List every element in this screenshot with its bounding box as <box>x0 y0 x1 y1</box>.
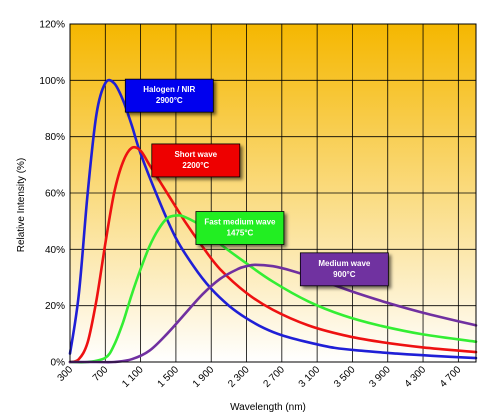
x-axis-ticks: 300 700 1 100 1 500 1 900 2 300 2 700 3 100 3 50… <box>56 364 464 390</box>
x-tick-label: 1 500 <box>156 364 182 390</box>
annotation-medium-wave: Medium wave 900°C <box>299 252 389 287</box>
series-line-short-wave <box>68 145 478 364</box>
x-axis-title: Wavelength (nm) <box>230 402 306 413</box>
x-tick-label: 1 900 <box>191 364 217 390</box>
x-tick-label: 2 300 <box>226 364 252 390</box>
y-tick-label: 20% <box>45 301 65 312</box>
annotation-label: 2900°C <box>156 96 183 105</box>
annotation-label: Fast medium wave <box>204 218 276 227</box>
annotation-box <box>124 78 214 113</box>
x-tick-label: 3 100 <box>297 364 323 390</box>
x-tick-label: 2 700 <box>261 364 287 390</box>
annotation-halogen-nir: Halogen / NIR 2900°C <box>124 78 214 113</box>
x-tick-label: 4 700 <box>438 364 464 390</box>
x-tick-label: 3 500 <box>332 364 358 390</box>
x-tick-label: 3 900 <box>367 364 393 390</box>
y-tick-label: 40% <box>45 245 65 256</box>
annotation-label: Medium wave <box>318 259 371 268</box>
annotation-label: Halogen / NIR <box>143 85 195 94</box>
annotation-label: Short wave <box>174 150 217 159</box>
plot-frame <box>69 23 477 363</box>
series-line-fast-medium-wave <box>68 214 478 364</box>
y-axis-title: Relative Intensity (%) <box>16 158 27 252</box>
y-tick-label: 100% <box>39 76 65 87</box>
annotations: Halogen / NIR 2900°C Short wave 2200°C Fast … <box>124 78 389 287</box>
y-tick-label: 120% <box>39 20 65 31</box>
series-line-halogen-nir <box>68 78 478 360</box>
x-tick-label: 4 300 <box>403 364 429 390</box>
y-axis-ticks: 0% 20% 40% 60% 80% 100% 120% <box>39 20 65 369</box>
annotation-label: 2200°C <box>182 161 209 170</box>
y-tick-label: 60% <box>45 189 65 200</box>
series-layer <box>68 78 478 364</box>
y-tick-label: 80% <box>45 132 65 143</box>
annotation-box <box>195 211 285 245</box>
y-tick-label: 0% <box>51 358 66 369</box>
annotation-box <box>151 143 241 178</box>
x-tick-label: 700 <box>91 364 111 384</box>
annotation-box <box>299 252 389 287</box>
annotation-fast-medium-wave: Fast medium wave 1475°C <box>195 211 285 245</box>
x-tick-label: 1 100 <box>120 364 146 390</box>
series-line-medium-wave <box>68 263 478 364</box>
annotation-label: 900°C <box>333 270 356 279</box>
annotation-short-wave: Short wave 2200°C <box>151 143 241 178</box>
annotation-label: 1475°C <box>227 229 254 238</box>
